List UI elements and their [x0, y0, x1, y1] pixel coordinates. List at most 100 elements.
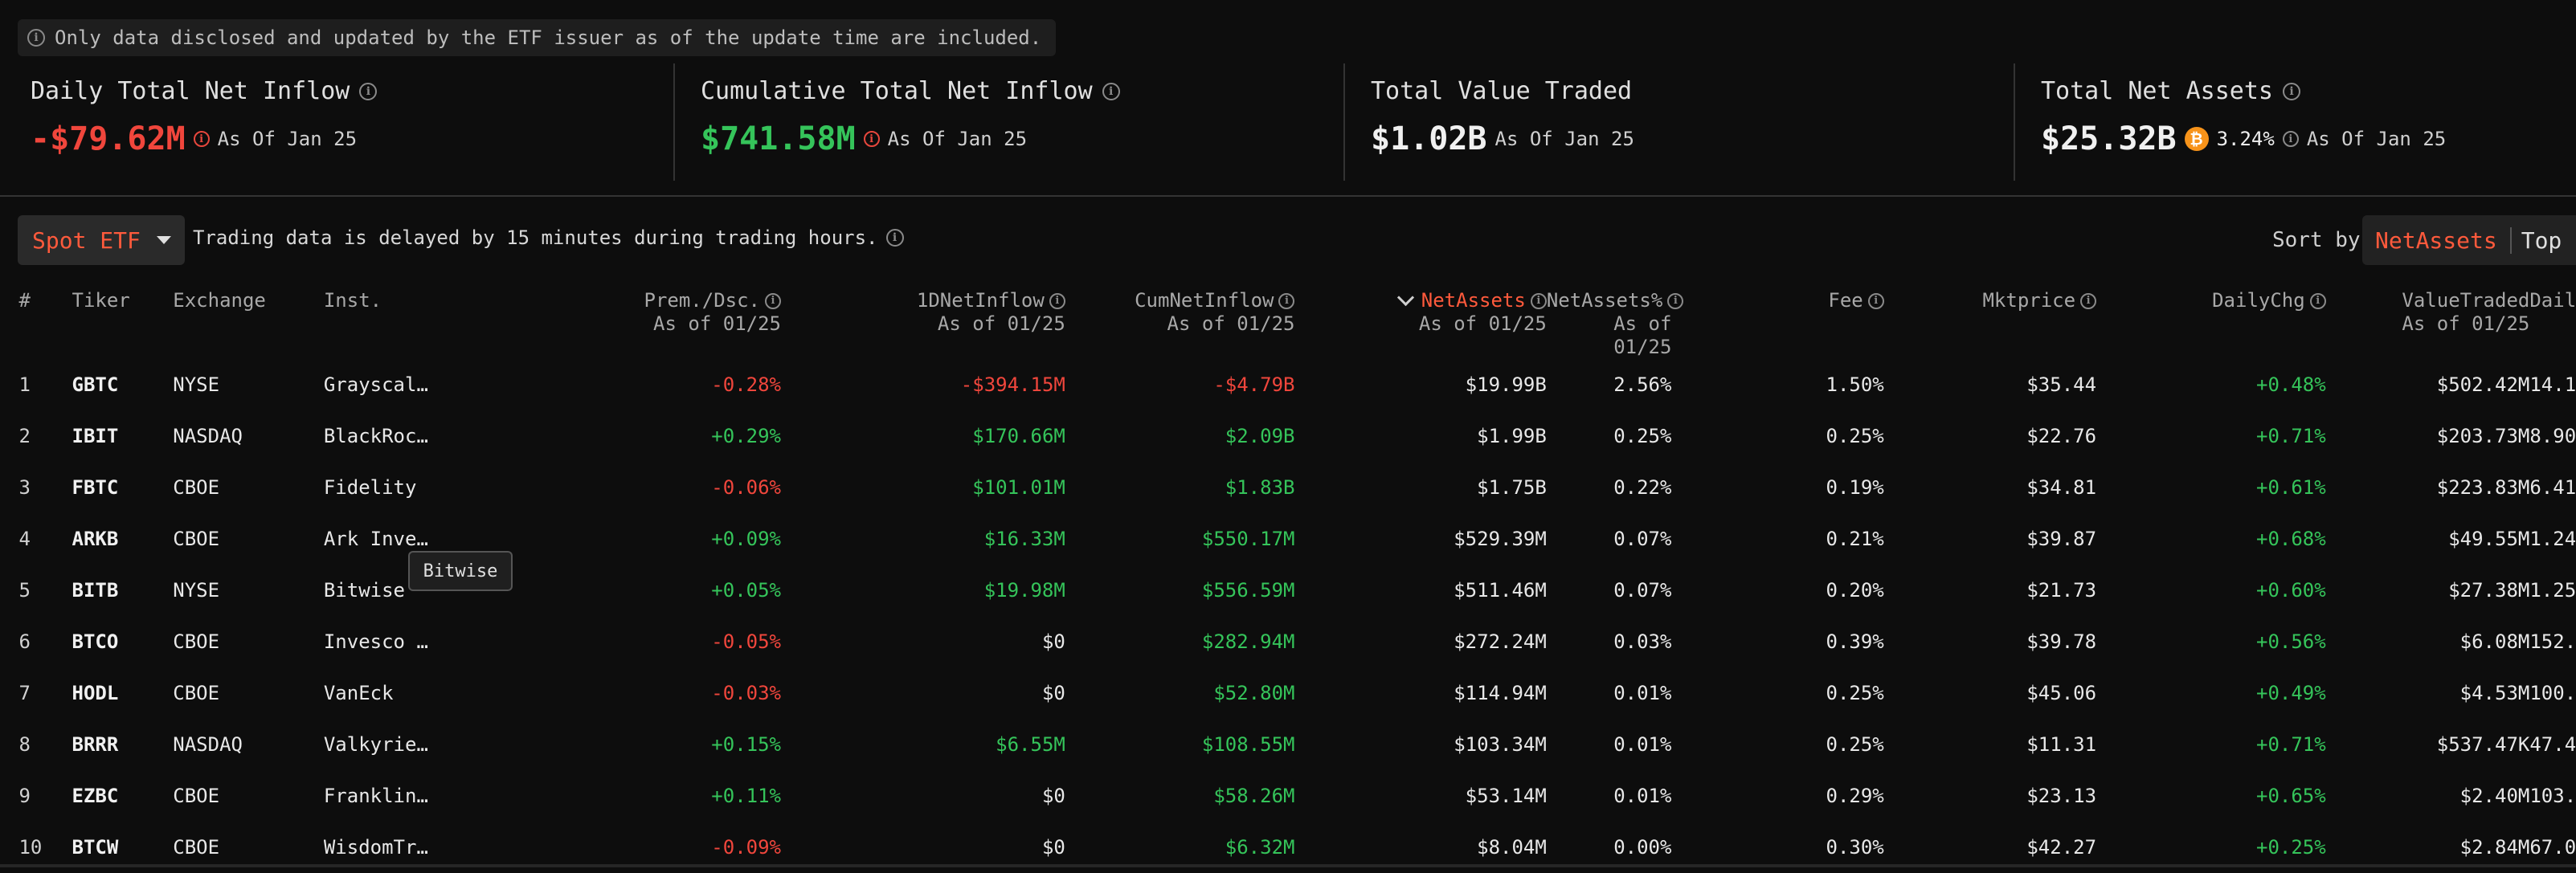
caret-down-icon: [156, 236, 171, 244]
table-row[interactable]: 2 IBIT NASDAQ BlackRoc… +0.29% $170.66M $2.09B…: [0, 410, 2576, 462]
row-pad: [0, 667, 18, 719]
prem-cell: +0.05%: [711, 579, 781, 602]
cum-cell: -$4.79B: [1213, 373, 1295, 396]
table-row[interactable]: 8 BRRR NASDAQ Valkyrie… +0.15% $6.55M $108.55M…: [0, 719, 2576, 770]
col-num-cell: 9: [18, 785, 31, 807]
delay-notice: Trading data is delayed by 15 minutes du…: [193, 226, 904, 249]
info-icon[interactable]: i: [2080, 292, 2097, 309]
fee-cell: 0.39%: [1826, 630, 1884, 653]
fee-cell: 0.21%: [1826, 528, 1884, 550]
info-icon[interactable]: i: [765, 292, 781, 309]
info-icon[interactable]: i: [359, 82, 378, 100]
stat-asof: As Of Jan 25: [2306, 128, 2447, 150]
cum-cell: $556.59M: [1201, 579, 1295, 602]
info-icon[interactable]: i: [193, 131, 210, 147]
info-icon[interactable]: i: [1102, 82, 1120, 100]
price-cell: $22.76: [2026, 425, 2097, 447]
info-icon[interactable]: i: [1278, 292, 1295, 309]
col-num-cell: 1: [18, 373, 31, 396]
ticker-cell[interactable]: BITB: [72, 579, 119, 602]
volume-cell: 14.14M: [2529, 373, 2576, 396]
inst-cell[interactable]: Valkyrie…: [323, 733, 428, 756]
col-vol[interactable]: DailyVoli: [2529, 283, 2576, 359]
price-cell: $35.44: [2026, 373, 2097, 396]
etf-table: # Tiker Exchange Inst. Prem./Dsc. i As of …: [0, 283, 2576, 873]
col-prem[interactable]: Prem./Dsc. i As of 01/25: [513, 283, 781, 359]
ticker-cell[interactable]: HODL: [72, 682, 119, 704]
assets-cell: $511.46M: [1454, 579, 1547, 602]
prem-cell: -0.05%: [711, 630, 781, 653]
col-num: #: [18, 289, 31, 312]
inst-cell[interactable]: Fidelity: [323, 476, 417, 499]
col-cum[interactable]: CumNetInflow i As of 01/25: [1065, 283, 1295, 359]
ticker-cell[interactable]: BRRR: [72, 733, 119, 756]
col-vt[interactable]: ValueTraded As of 01/25: [2326, 283, 2530, 359]
table-row[interactable]: 9 EZBC CBOE Franklin… +0.11% $0 $58.26M $53.14M…: [0, 770, 2576, 822]
table-row[interactable]: 3 FBTC CBOE Fidelity -0.06% $101.01M $1.83B $1.…: [0, 462, 2576, 513]
assets-cell: $8.04M: [1477, 836, 1547, 859]
ticker-cell[interactable]: BTCO: [72, 630, 119, 653]
info-icon[interactable]: i: [885, 229, 904, 247]
assets-pct-cell: 0.01%: [1613, 785, 1672, 807]
table-row[interactable]: 1 GBTC NYSE Grayscal… -0.28% -$394.15M -$4.79B…: [0, 359, 2576, 410]
inst-cell[interactable]: Franklin…: [323, 785, 428, 807]
col-fee[interactable]: Fee i: [1671, 283, 1884, 359]
table-row[interactable]: 6 BTCO CBOE Invesco … -0.05% $0 $282.94M $272.2…: [0, 616, 2576, 667]
inst-cell[interactable]: Invesco …: [323, 630, 428, 653]
col-num-cell: 4: [18, 528, 31, 550]
exchange-cell: CBOE: [173, 785, 220, 807]
assets-pct-cell: 0.03%: [1613, 630, 1672, 653]
info-icon[interactable]: i: [2282, 82, 2300, 100]
volume-cell: 67.01K: [2529, 836, 2576, 859]
inst-cell[interactable]: BlackRoc…: [323, 425, 428, 447]
chg-cell: +0.68%: [2256, 528, 2326, 550]
col-assetspct-label: NetAssets%: [1546, 289, 1663, 312]
table-row[interactable]: 10 BTCW CBOE WisdomTr… -0.09% $0 $6.32M $8.04M 0…: [0, 822, 2576, 873]
ticker-cell[interactable]: ARKB: [72, 528, 119, 550]
inst-cell[interactable]: WisdomTr…: [323, 836, 428, 859]
volume-cell: 8.90M: [2529, 425, 2576, 447]
info-icon[interactable]: i: [1667, 292, 1684, 309]
inst-cell[interactable]: Ark Inve…: [323, 528, 428, 550]
sort-top-button[interactable]: Top: [2521, 226, 2562, 254]
col-vt-label: ValueTraded: [2402, 289, 2530, 312]
table-row[interactable]: 5 BITB NYSE Bitwise +0.05% $19.98M $556.59M $51…: [0, 565, 2576, 616]
sort-netassets-button[interactable]: NetAssets: [2362, 226, 2512, 254]
disclosure-notice: i Only data disclosed and updated by the…: [18, 19, 1057, 56]
value-traded-cell: $6.08M: [2459, 630, 2530, 653]
exchange-cell: CBOE: [173, 682, 220, 704]
info-icon[interactable]: i: [1530, 292, 1547, 309]
ticker-cell[interactable]: EZBC: [72, 785, 119, 807]
exchange-cell: CBOE: [173, 836, 220, 859]
col-sub: As of 01/25: [937, 312, 1065, 335]
col-chg[interactable]: DailyChg i: [2096, 283, 2326, 359]
ticker-cell[interactable]: GBTC: [72, 373, 119, 396]
etf-type-dropdown[interactable]: Spot ETF: [18, 215, 185, 265]
info-icon[interactable]: i: [863, 131, 880, 147]
ticker-cell[interactable]: BTCW: [72, 836, 119, 859]
table-row[interactable]: 7 HODL CBOE VanEck -0.03% $0 $52.80M $114.94M 0.…: [0, 667, 2576, 719]
ticker-cell[interactable]: FBTC: [72, 476, 119, 499]
divider: [2014, 63, 2015, 181]
info-icon[interactable]: i: [1867, 292, 1884, 309]
inst-cell[interactable]: Bitwise: [323, 579, 406, 602]
info-icon[interactable]: i: [2309, 292, 2326, 309]
col-inflow[interactable]: 1DNetInflow i As of 01/25: [781, 283, 1065, 359]
ticker-cell[interactable]: IBIT: [72, 425, 119, 447]
inst-cell[interactable]: Grayscal…: [323, 373, 428, 396]
info-icon[interactable]: i: [2282, 131, 2299, 147]
inst-cell[interactable]: VanEck: [323, 682, 394, 704]
inflow-cell: $0: [1041, 630, 1065, 653]
col-assets[interactable]: NetAssets i As of 01/25: [1294, 283, 1547, 359]
col-cum-label: CumNetInflow: [1135, 289, 1274, 312]
col-price[interactable]: Mktprice i: [1884, 283, 2097, 359]
info-icon[interactable]: i: [1049, 292, 1065, 309]
cum-cell: $2.09B: [1225, 425, 1295, 447]
col-assets-label: NetAssets: [1421, 289, 1526, 312]
col-sub: As of 01/25: [1613, 312, 1672, 358]
col-assetspct[interactable]: NetAssets% i As of 01/25: [1546, 283, 1684, 359]
table-row[interactable]: 4 ARKB CBOE Ark Inve… +0.09% $16.33M $550.17M $…: [0, 513, 2576, 565]
prem-cell: +0.29%: [711, 425, 781, 447]
row-pad: [0, 719, 18, 770]
col-num-cell: 7: [18, 682, 31, 704]
